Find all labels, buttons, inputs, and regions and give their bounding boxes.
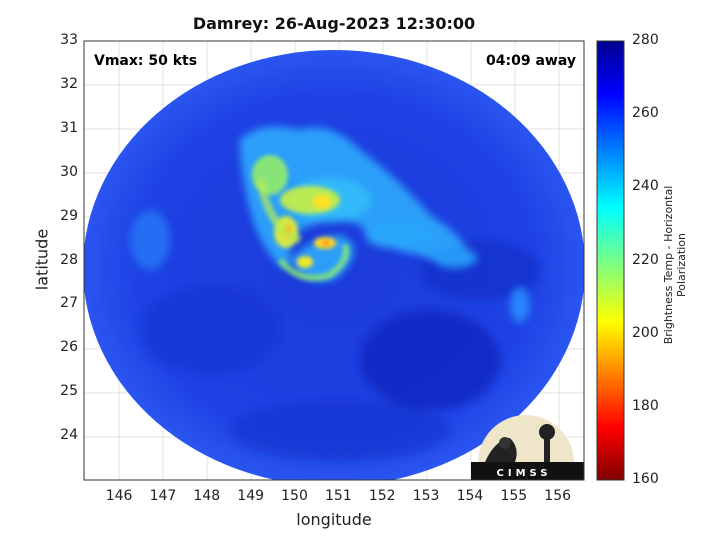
vmax-label: Vmax: 50 kts — [94, 53, 198, 69]
convective-core — [252, 155, 349, 281]
y-tick-label: 29 — [60, 207, 78, 224]
colorbar-tick-label: 220 — [632, 251, 659, 268]
axes-frame — [83, 40, 585, 481]
x-tick-label: 149 — [237, 488, 265, 504]
x-axis-label: longitude — [296, 510, 372, 529]
y-tick-label: 32 — [60, 75, 78, 92]
x-tick-label: 155 — [500, 488, 528, 504]
colorbar-label: Brightness Temp - Horizontal Polarizatio… — [662, 185, 688, 345]
y-tick-label: 25 — [60, 383, 78, 400]
y-tick-label: 24 — [60, 427, 78, 444]
colorbar-tick-label: 180 — [632, 397, 659, 414]
x-tick-label: 153 — [412, 488, 440, 504]
cold-background-patches — [140, 240, 540, 460]
colorbar-tick-label: 240 — [632, 178, 659, 195]
x-tick-label: 152 — [368, 488, 396, 504]
y-tick-label: 28 — [60, 251, 78, 268]
cimss-logo: CIMSS — [471, 415, 584, 480]
x-tick-label: 156 — [544, 488, 572, 504]
x-tick-label: 151 — [325, 488, 352, 504]
colorbar-tick-label: 200 — [632, 324, 659, 341]
x-tick-label: 148 — [193, 488, 221, 504]
colorbar-tick-label: 160 — [632, 471, 659, 487]
chart-title: Damrey: 26-Aug-2023 12:30:00 — [192, 14, 476, 33]
x-tick-label: 147 — [149, 488, 177, 504]
colorbar-tick-label: 260 — [632, 105, 659, 122]
time-away-label: 04:09 away — [486, 53, 576, 69]
colorbar — [596, 40, 625, 481]
y-tick-label: 30 — [60, 163, 78, 180]
x-tick-label: 146 — [105, 488, 133, 504]
y-tick-label: 33 — [60, 32, 78, 48]
y-tick-label: 27 — [60, 295, 78, 312]
logo-text: CIMSS — [497, 468, 552, 479]
x-tick-label: 154 — [456, 488, 484, 504]
colorbar-tick-label: 280 — [632, 32, 659, 48]
y-tick-label: 31 — [60, 119, 78, 136]
x-tick-label: 150 — [281, 488, 308, 504]
y-tick-label: 26 — [60, 339, 78, 356]
